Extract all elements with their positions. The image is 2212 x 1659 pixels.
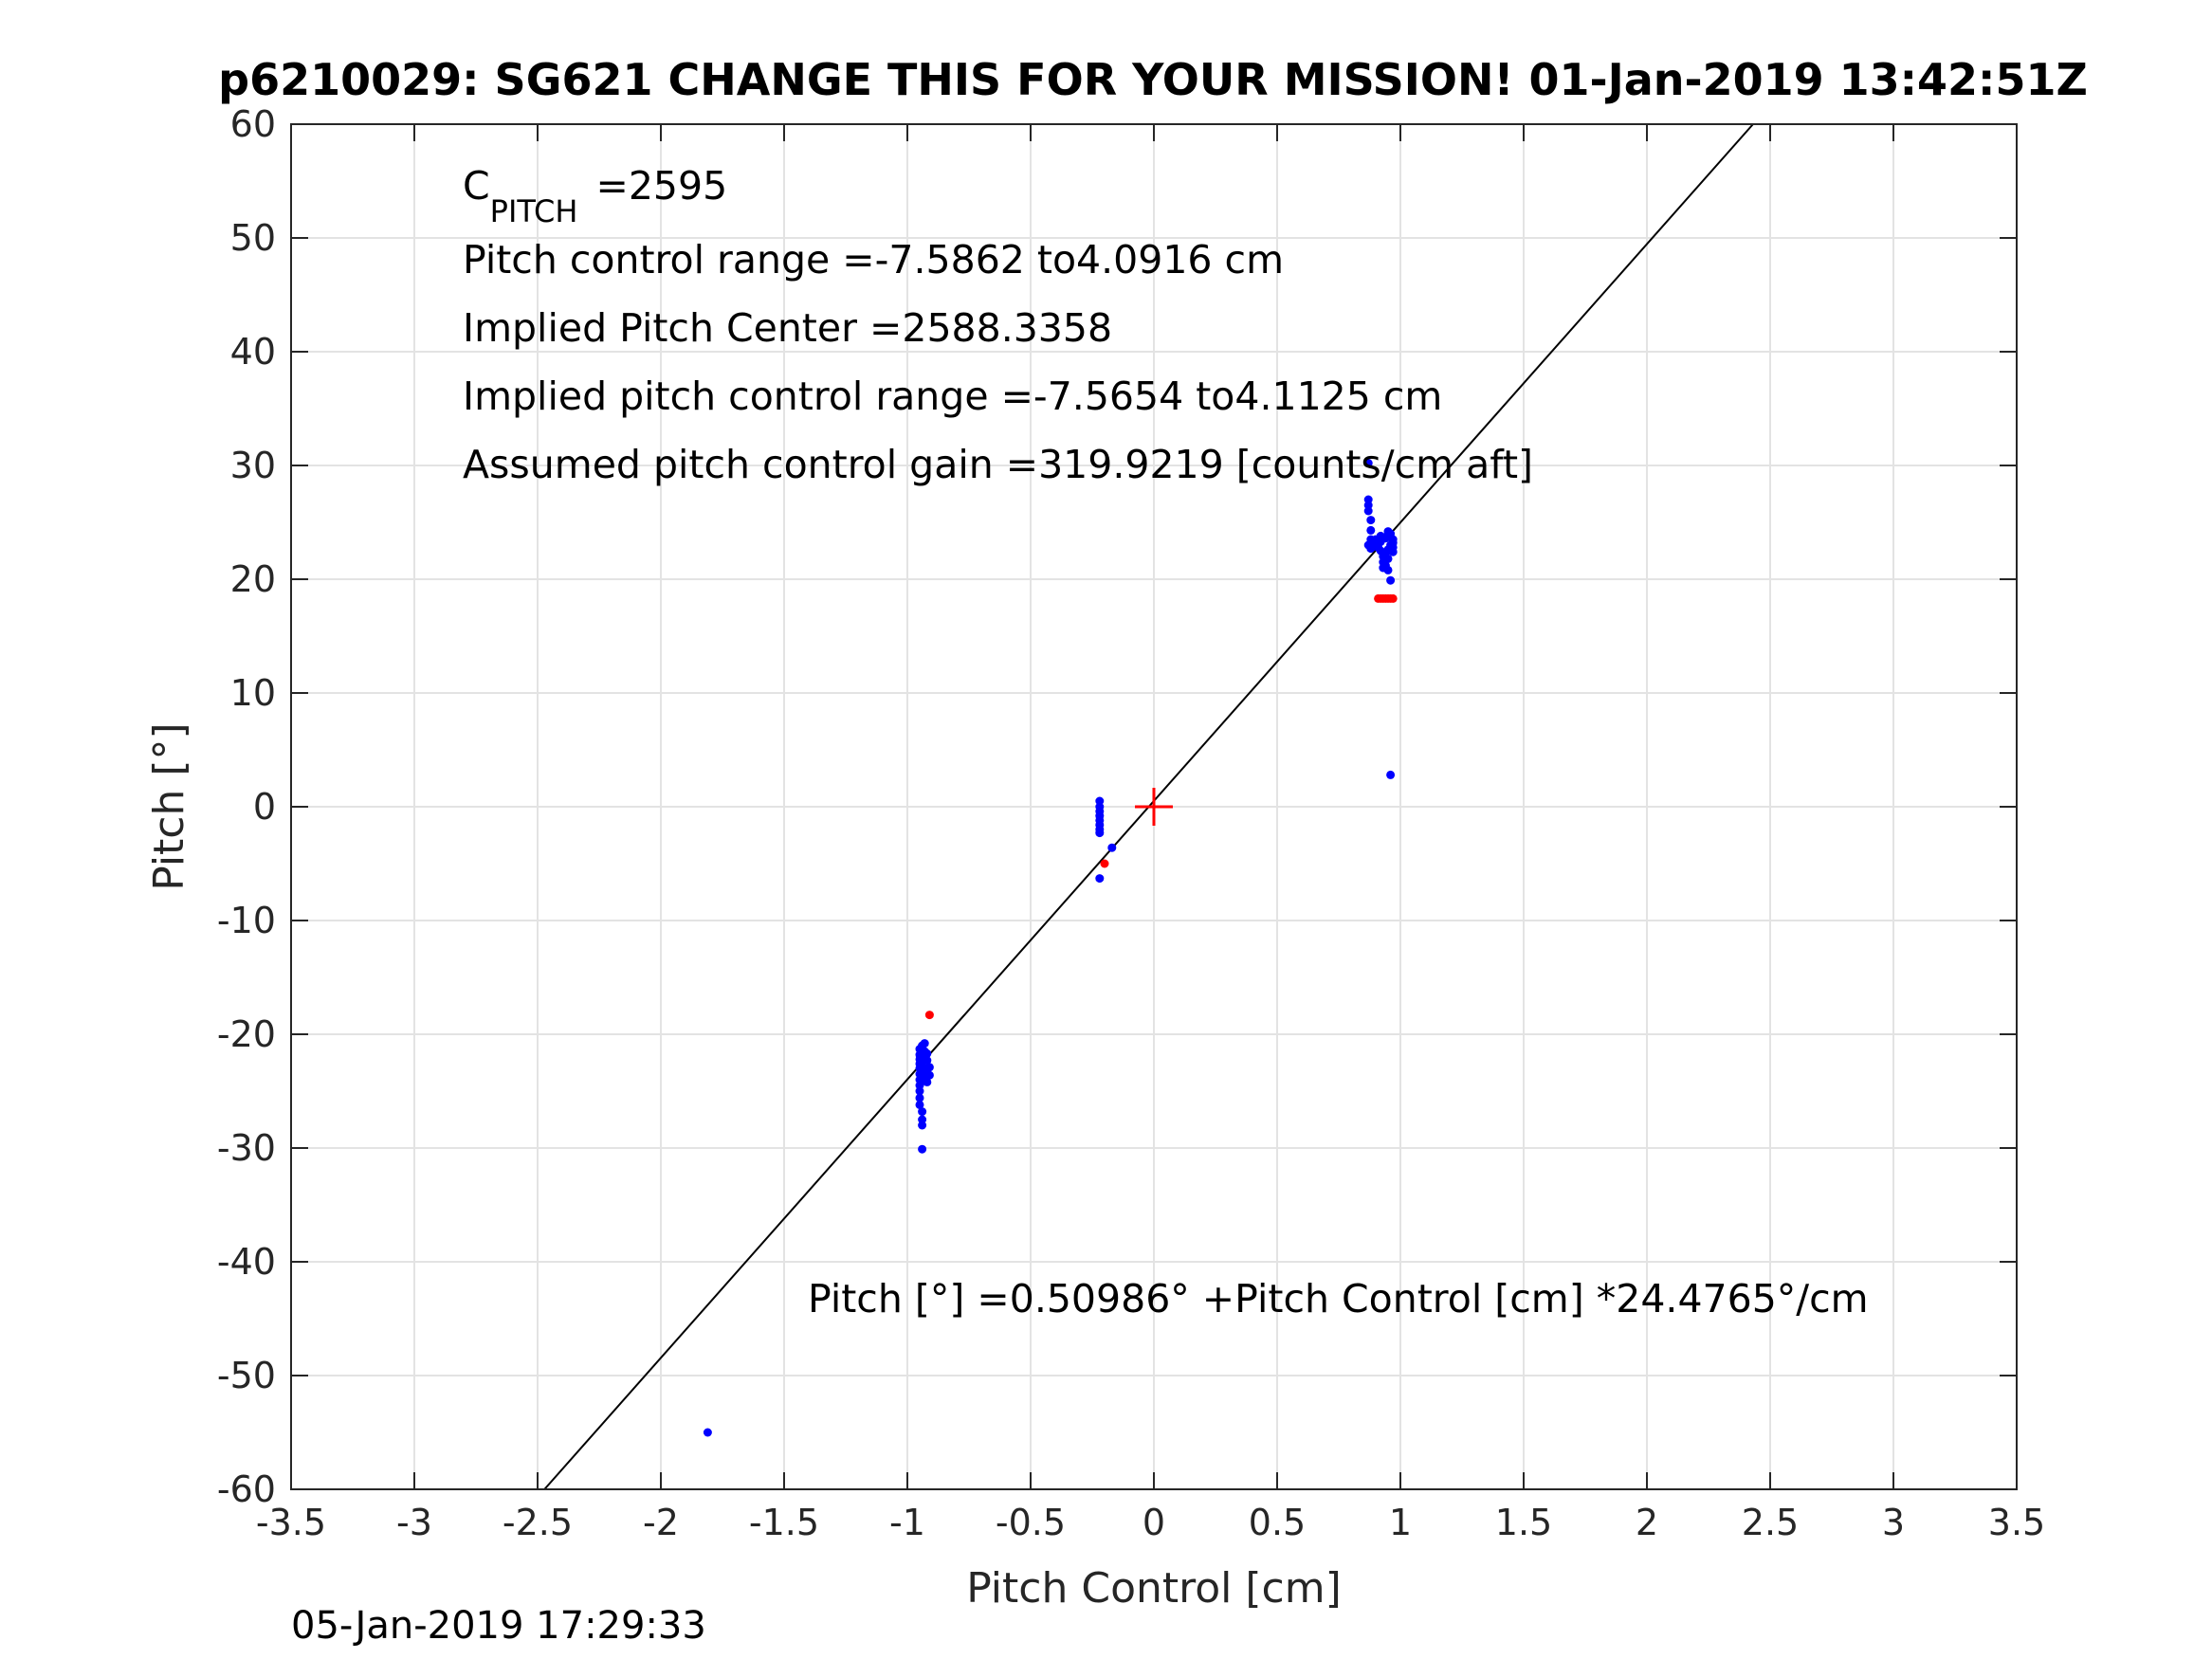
x-tick-label: 3.5 xyxy=(1988,1502,2045,1543)
tick-marks xyxy=(290,123,2018,1490)
footer-timestamp: 05-Jan-2019 17:29:33 xyxy=(291,1604,706,1648)
y-tick-label: 60 xyxy=(230,103,276,145)
y-axis-label: Pitch [°] xyxy=(145,722,193,890)
data-point-included xyxy=(1388,542,1398,552)
pitch-control-range-annotation: Pitch control range =-7.5862 to4.0916 cm xyxy=(463,237,1284,283)
data-point-included xyxy=(703,1428,712,1437)
y-tick-label: -10 xyxy=(217,900,276,941)
data-point-included xyxy=(1095,829,1105,838)
data-point-included xyxy=(924,1063,934,1072)
pitch-control-gain-annotation: Assumed pitch control gain =319.9219 [co… xyxy=(463,442,1533,487)
x-tick-label: 0 xyxy=(1143,1502,1165,1543)
data-point-included xyxy=(923,1048,932,1058)
c-pitch-value: =2595 xyxy=(583,163,727,209)
center-marker-layer xyxy=(1135,788,1173,826)
c-pitch-annotation: CPITCH =2595 xyxy=(463,163,727,229)
y-tick-label: 30 xyxy=(230,445,276,486)
y-tick-label: -50 xyxy=(217,1355,276,1396)
x-tick-label: 1.5 xyxy=(1495,1502,1552,1543)
data-point-excluded xyxy=(1388,593,1398,603)
x-tick-label: 2 xyxy=(1636,1502,1658,1543)
x-tick-label: 2.5 xyxy=(1742,1502,1799,1543)
data-point-included xyxy=(1383,554,1393,563)
data-point-included xyxy=(1386,575,1396,585)
y-tick-label: 20 xyxy=(230,558,276,600)
x-axis-label: Pitch Control [cm] xyxy=(966,1564,1342,1613)
data-point-included xyxy=(924,1070,934,1080)
data-point-excluded xyxy=(924,1011,934,1020)
data-point-included xyxy=(1366,516,1376,525)
data-point-included xyxy=(923,1056,932,1066)
data-point-included xyxy=(918,1144,927,1154)
y-tick-label: 50 xyxy=(230,217,276,259)
fit-equation-annotation: Pitch [°] =0.50986° +Pitch Control [cm] … xyxy=(808,1276,1869,1322)
data-point-included xyxy=(918,1121,927,1130)
x-tick-label: -1 xyxy=(889,1502,925,1543)
x-tick-label: -3 xyxy=(396,1502,432,1543)
x-tick-label: -2 xyxy=(643,1502,679,1543)
implied-pitch-control-range-annotation: Implied pitch control range =-7.5654 to4… xyxy=(463,374,1442,419)
data-point-included xyxy=(1363,506,1373,516)
x-tick-label: 0.5 xyxy=(1249,1502,1306,1543)
x-tick-label: -1.5 xyxy=(749,1502,819,1543)
data-point-included xyxy=(1095,874,1105,884)
x-tick-label: 1 xyxy=(1389,1502,1412,1543)
y-tick-label: -30 xyxy=(217,1127,276,1169)
data-point-included xyxy=(1107,843,1117,852)
data-point-included xyxy=(1386,770,1396,779)
x-tick-label: -3.5 xyxy=(256,1502,326,1543)
y-tick-label: -40 xyxy=(217,1241,276,1283)
data-point-included xyxy=(915,1086,924,1096)
y-tick-label: 0 xyxy=(253,786,276,828)
x-tick-label: 3 xyxy=(1882,1502,1905,1543)
data-point-included xyxy=(915,1100,924,1109)
data-point-included xyxy=(1366,525,1376,535)
data-point-included xyxy=(1383,565,1393,574)
c-pitch-prefix: C xyxy=(463,163,490,209)
data-points xyxy=(703,459,1398,1437)
x-tick-label: -2.5 xyxy=(503,1502,573,1543)
y-tick-label: -60 xyxy=(217,1468,276,1510)
data-point-included xyxy=(920,1039,929,1048)
y-tick-label: 40 xyxy=(230,331,276,373)
data-point-included xyxy=(1363,459,1373,468)
y-tick-label: -20 xyxy=(217,1013,276,1055)
x-tick-label: -0.5 xyxy=(996,1502,1066,1543)
c-pitch-subscript: PITCH xyxy=(490,193,578,229)
data-point-included xyxy=(1388,535,1398,544)
data-point-included xyxy=(918,1107,927,1117)
tick-labels: -3.5 -3 -2.5 -2 -1.5 -1 -0.5 0 0.5 1 1.5 2 2.5 3 3.5 60… xyxy=(217,103,2045,1543)
data-point-included xyxy=(915,1093,924,1103)
data-point-excluded xyxy=(1100,859,1109,868)
implied-pitch-center-annotation: Implied Pitch Center =2588.3358 xyxy=(463,305,1112,351)
chart-title: p6210029: SG621 CHANGE THIS FOR YOUR MIS… xyxy=(218,54,2088,105)
data-point-included xyxy=(923,1077,932,1086)
y-tick-label: 10 xyxy=(230,672,276,714)
